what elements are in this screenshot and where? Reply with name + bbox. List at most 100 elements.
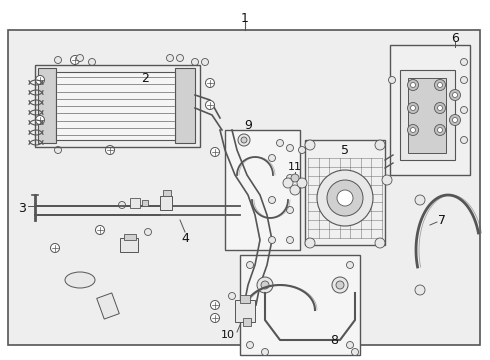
Circle shape <box>283 178 293 188</box>
Circle shape <box>145 229 151 235</box>
Circle shape <box>317 170 373 226</box>
Circle shape <box>35 116 45 125</box>
Circle shape <box>305 238 315 248</box>
Circle shape <box>438 127 442 132</box>
Circle shape <box>351 348 359 356</box>
Text: 8: 8 <box>330 333 338 346</box>
Text: 9: 9 <box>244 118 252 131</box>
Bar <box>160 196 172 210</box>
Circle shape <box>54 57 62 63</box>
Circle shape <box>262 348 269 356</box>
Circle shape <box>291 174 299 182</box>
Circle shape <box>449 90 461 100</box>
Circle shape <box>327 180 363 216</box>
Bar <box>175 68 195 143</box>
Circle shape <box>71 55 79 64</box>
Circle shape <box>415 195 425 205</box>
Circle shape <box>241 137 247 143</box>
Circle shape <box>452 117 458 122</box>
Circle shape <box>35 76 45 85</box>
Circle shape <box>336 281 344 289</box>
Circle shape <box>461 58 467 66</box>
Circle shape <box>435 103 445 113</box>
Circle shape <box>192 58 198 66</box>
Circle shape <box>228 292 236 300</box>
Circle shape <box>269 237 275 243</box>
Circle shape <box>297 178 307 188</box>
Circle shape <box>50 243 59 252</box>
Circle shape <box>257 277 273 293</box>
Circle shape <box>287 207 294 213</box>
Circle shape <box>346 261 353 269</box>
Circle shape <box>276 140 284 147</box>
Bar <box>130 198 140 208</box>
Text: 3: 3 <box>18 202 26 215</box>
Text: 7: 7 <box>438 213 446 226</box>
Bar <box>38 68 56 143</box>
Circle shape <box>408 125 418 135</box>
Circle shape <box>287 237 294 243</box>
Circle shape <box>375 140 385 150</box>
Circle shape <box>435 80 445 90</box>
Bar <box>390 45 470 175</box>
Circle shape <box>246 342 253 348</box>
Bar <box>142 200 148 206</box>
Circle shape <box>261 281 269 289</box>
Circle shape <box>332 277 348 293</box>
Circle shape <box>287 144 294 152</box>
Circle shape <box>167 54 173 62</box>
Bar <box>35 65 200 147</box>
Text: 11: 11 <box>288 162 302 172</box>
Bar <box>97 293 119 319</box>
Text: 10: 10 <box>221 330 235 340</box>
Circle shape <box>346 342 353 348</box>
Circle shape <box>389 77 395 84</box>
Circle shape <box>211 148 220 157</box>
Circle shape <box>435 125 445 135</box>
Circle shape <box>211 314 220 323</box>
Circle shape <box>96 225 104 234</box>
Bar <box>408 78 446 153</box>
Bar <box>124 234 136 240</box>
Bar <box>225 130 300 250</box>
Circle shape <box>438 105 442 111</box>
Circle shape <box>176 54 183 62</box>
Circle shape <box>290 185 300 195</box>
Bar <box>305 140 385 245</box>
Text: 2: 2 <box>141 72 149 85</box>
Circle shape <box>452 93 458 98</box>
Bar <box>8 30 480 345</box>
Circle shape <box>246 261 253 269</box>
Circle shape <box>205 78 215 87</box>
Circle shape <box>449 114 461 126</box>
Circle shape <box>89 58 96 66</box>
Bar <box>56 72 175 140</box>
Circle shape <box>238 134 250 146</box>
Circle shape <box>269 154 275 162</box>
Circle shape <box>305 140 315 150</box>
Circle shape <box>408 80 418 90</box>
Circle shape <box>298 147 305 153</box>
Text: 4: 4 <box>181 231 189 244</box>
Text: 6: 6 <box>451 32 459 45</box>
Circle shape <box>411 127 416 132</box>
Bar <box>163 190 171 196</box>
Circle shape <box>105 145 115 154</box>
Bar <box>120 238 138 252</box>
Bar <box>243 318 251 326</box>
Circle shape <box>411 82 416 87</box>
Bar <box>240 255 360 355</box>
Circle shape <box>119 202 125 208</box>
Circle shape <box>337 190 353 206</box>
Circle shape <box>54 147 62 153</box>
Circle shape <box>287 175 294 181</box>
Circle shape <box>415 285 425 295</box>
Circle shape <box>375 238 385 248</box>
Circle shape <box>76 54 83 62</box>
Circle shape <box>461 136 467 144</box>
Circle shape <box>461 107 467 113</box>
Bar <box>240 295 250 303</box>
Circle shape <box>382 175 392 185</box>
Text: 5: 5 <box>341 144 349 157</box>
Circle shape <box>438 82 442 87</box>
